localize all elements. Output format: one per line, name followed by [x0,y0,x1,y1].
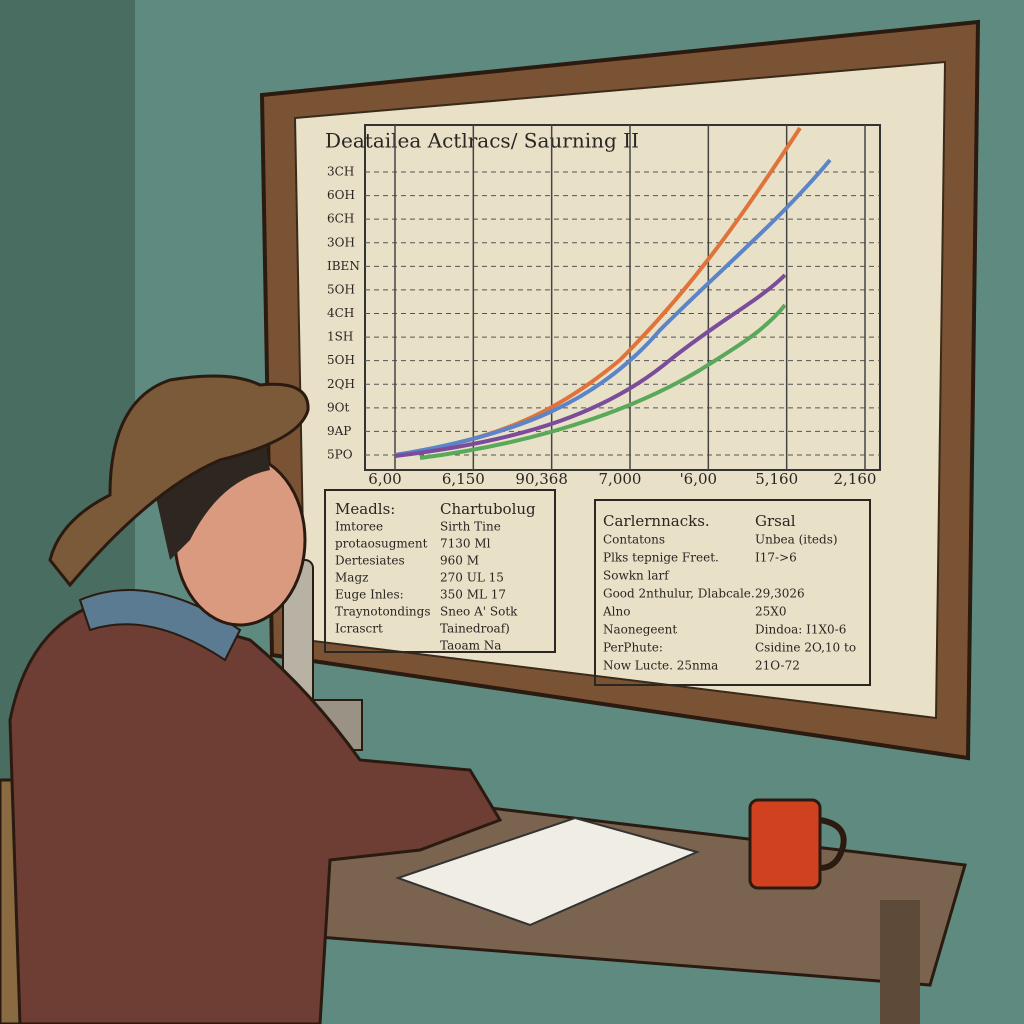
line-purple [394,273,787,458]
y-label: 5OH [327,353,355,367]
table-cell: Good 2nthulur, Dlabcale. [603,587,755,601]
x-label: 6,00 [368,470,401,488]
chart-title: Deatailea Actlracs/ Saurning II [325,129,639,153]
table-cell: Naonegeent [603,623,677,637]
paper [394,816,700,927]
table-cell: Traynotondings [335,605,431,619]
right-table-box [594,499,871,686]
desk-leg [880,900,920,1024]
x-label: '6,00 [680,470,718,488]
table-cell: Alno [602,605,630,619]
y-label: 6OH [327,188,355,202]
y-label: 3OH [327,235,355,249]
table-cell: Imtoree [335,520,383,534]
table-cell: 25X0 [755,605,786,619]
y-label: 2QH [327,377,355,391]
table-cell: Sowkn larf [603,569,670,583]
table-cell: Dindoa: I1X0-6 [755,623,846,637]
table-cell: Now Lucte. 25nma [603,659,718,673]
x-label: 90,368 [515,470,568,488]
mug [748,798,822,890]
y-label: 9Ot [327,400,349,414]
table-cell: Plks tepnige Freet. [603,551,719,565]
x-label: 7,000 [599,470,642,488]
y-label: 5OH [327,282,355,296]
table-cell: Sneo A' Sotk [440,605,518,619]
jacket [8,598,503,1024]
left-table-box [324,489,556,653]
table-cell: 21O-72 [755,659,800,673]
table-header: Grsal [755,512,796,530]
table-cell: 270 UL 15 [440,571,504,585]
table-cell: 29,3026 [755,587,805,601]
table-cell: Tainedroaf) [440,622,510,636]
line-blue [394,158,832,457]
mug-handle [819,817,847,871]
table-cell: 350 ML 17 [440,588,506,602]
table-cell: Unbea (iteds) [755,533,838,547]
y-label: 6CH [327,212,354,226]
hat [48,374,310,588]
y-label: 4CH [327,306,354,320]
table-cell: I17->6 [755,551,797,565]
table-cell: PerPhute: [603,641,663,655]
table-cell: Magz [335,571,368,585]
table-cell: Sirth Tine [440,520,501,534]
y-label: IBEN [327,259,360,273]
y-label: 5PO [327,448,353,462]
table-cell: Dertesiates [335,554,405,568]
table-header: Carlernnacks. [603,512,710,530]
table-cell: Taoam Na [440,639,501,653]
tables: Meadls: Chartubolug Imtoree Sirth Tine prota… [335,500,856,673]
table-cell: 7130 Ml [440,537,491,551]
line-green [419,303,787,460]
y-label: 3CH [327,165,354,179]
table-cell: 960 M [440,554,479,568]
x-label: 2,160 [834,470,877,488]
y-label: 9AP [327,424,351,438]
table-header: Meadls: [335,500,395,518]
table-cell: Contatons [603,533,665,547]
table-cell: protaosugment [335,537,428,551]
table-cell: Icrascrt [335,622,383,636]
plot-area [364,124,881,471]
poster [293,60,947,720]
table-header: Chartubolug [440,500,536,518]
table-cell: Euge Inles: [335,588,404,602]
table-cell: Csidine 2O,10 to [755,641,856,655]
x-label: 5,160 [755,470,798,488]
y-label: 1SH [327,330,353,344]
x-label: 6,150 [442,470,485,488]
